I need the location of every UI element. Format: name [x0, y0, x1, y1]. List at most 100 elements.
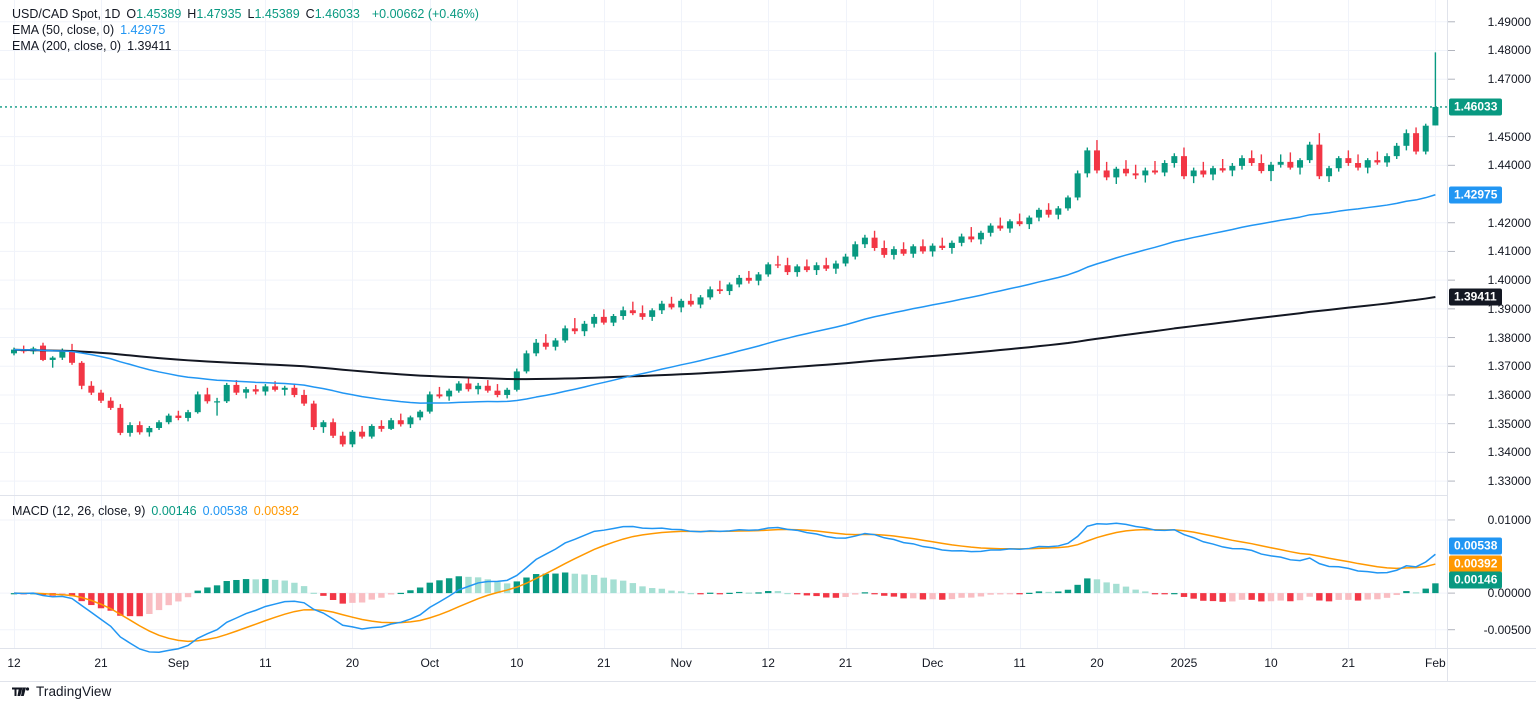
macd-histogram-bar — [484, 579, 491, 594]
macd-line-tag[interactable]: 0.00538 — [1449, 537, 1503, 555]
candle-body — [1055, 208, 1062, 215]
macd-histogram-bar — [1006, 593, 1014, 595]
candlestick-series — [11, 52, 1439, 448]
candle-body — [301, 394, 308, 404]
time-axis-tick: 10 — [1264, 656, 1278, 670]
macd-histogram-bar — [523, 577, 530, 594]
candle-body — [1422, 125, 1429, 152]
candle-body — [349, 431, 356, 445]
candle-body — [997, 225, 1004, 229]
candle-body — [716, 289, 723, 292]
time-axis-tick: 12 — [761, 656, 775, 670]
ema50-line — [13, 194, 1436, 404]
tradingview-brand-label: TradingView — [36, 684, 112, 699]
macd-histogram-bar — [1190, 593, 1197, 599]
macd-histogram-bar — [678, 591, 685, 594]
macd-histogram-bar — [1364, 593, 1371, 600]
candle-body — [59, 351, 66, 358]
macd-histogram-bar — [581, 574, 588, 594]
time-axis[interactable]: 12 21 Sep 11 20 Oct 10 21 Nov 12 21 Dec 11 20 2025 10 21… — [0, 648, 1536, 682]
macd-histogram-bar — [474, 577, 482, 594]
candle-body — [494, 390, 501, 395]
candle-body — [1045, 209, 1052, 215]
macd-histogram-bar — [262, 578, 269, 594]
macd-histogram-bar — [107, 593, 114, 611]
candle-body — [929, 245, 936, 252]
candle-body — [165, 415, 172, 423]
candle-body — [948, 242, 955, 248]
price-axis-tick: 1.42000 — [1487, 215, 1531, 230]
candle-body — [861, 237, 868, 245]
candle-body — [407, 417, 414, 425]
candle-body — [1287, 161, 1294, 168]
macd-histogram-bar — [465, 576, 472, 594]
time-axis-tick: 20 — [1090, 656, 1104, 670]
price-axis-tick: 1.49000 — [1487, 14, 1531, 29]
price-axis-tick: 1.41000 — [1487, 244, 1531, 259]
candle-body — [214, 401, 221, 403]
time-axis-tick: 21 — [94, 656, 108, 670]
candle-body — [1316, 144, 1323, 177]
candle-body — [1345, 158, 1352, 164]
candle-body — [1190, 170, 1197, 177]
time-axis-tick: Feb — [1425, 656, 1446, 670]
price-axis-tick: 1.48000 — [1487, 43, 1531, 58]
time-axis-tick: 11 — [1013, 656, 1026, 670]
candle-body — [513, 371, 520, 390]
candle-body — [1229, 165, 1236, 171]
candle-body — [571, 328, 578, 332]
candle-body — [629, 310, 636, 314]
candle-body — [1326, 168, 1333, 177]
last-price-tag[interactable]: 1.46033 — [1449, 98, 1503, 116]
macd-histogram-bar — [552, 573, 559, 594]
macd-histogram-bar — [59, 593, 66, 595]
macd-histogram-bar — [929, 593, 936, 600]
macd-histogram-bar — [1219, 593, 1226, 602]
candle-body — [455, 383, 462, 391]
macd-histogram-bar — [794, 593, 801, 595]
candle-body — [388, 420, 395, 429]
macd-histogram-bar — [146, 593, 153, 614]
macd-histogram-bar — [204, 587, 211, 594]
time-axis-tick: 2025 — [1170, 656, 1198, 670]
candle-body — [1364, 160, 1371, 168]
candle-body — [1210, 168, 1216, 175]
macd-histogram-bar — [1383, 593, 1391, 598]
macd-histogram-bar — [503, 583, 511, 594]
macd-histogram-bar — [1229, 593, 1236, 602]
candle-body — [1093, 150, 1100, 171]
macd-histogram-bar — [281, 580, 288, 594]
price-axis[interactable]: 1.49000 1.48000 1.47000 1.45000 1.44000 1.420… — [1447, 0, 1536, 648]
price-axis-tick: 1.34000 — [1487, 445, 1531, 460]
candle-body — [881, 247, 888, 255]
candle-body — [1103, 170, 1110, 178]
macd-histogram-bar — [165, 593, 172, 606]
macd-histogram-bar — [977, 593, 985, 597]
macd-histogram-bar — [1161, 593, 1168, 595]
macd-hist-tag[interactable]: 0.00146 — [1449, 571, 1503, 589]
signal-line-tag[interactable]: 0.00392 — [1449, 555, 1503, 573]
candle-body — [765, 264, 772, 275]
macd-histogram-bar — [600, 577, 608, 594]
candle-body — [1297, 160, 1304, 168]
macd-histogram-bar — [291, 582, 298, 594]
macd-histogram-bar — [1258, 593, 1265, 602]
candle-body — [1113, 168, 1120, 178]
macd-histogram-bar — [968, 593, 975, 598]
candle-body — [1355, 163, 1362, 168]
macd-histogram-bar — [561, 572, 569, 594]
candle-body — [88, 385, 95, 393]
ema50-price-tag[interactable]: 1.42975 — [1449, 186, 1503, 204]
macd-histogram-bar — [687, 593, 695, 595]
macd-histogram-bar — [987, 593, 994, 595]
candle-body — [1161, 163, 1168, 173]
candle-body — [1006, 221, 1013, 229]
ema200-price-tag[interactable]: 1.39411 — [1449, 288, 1502, 306]
macd-histogram-bar — [697, 593, 704, 595]
candle-body — [1084, 150, 1091, 174]
ema200-line — [13, 296, 1436, 381]
price-axis-tick: 1.37000 — [1487, 359, 1531, 374]
candle-body — [987, 225, 994, 233]
candle-body — [745, 277, 752, 281]
